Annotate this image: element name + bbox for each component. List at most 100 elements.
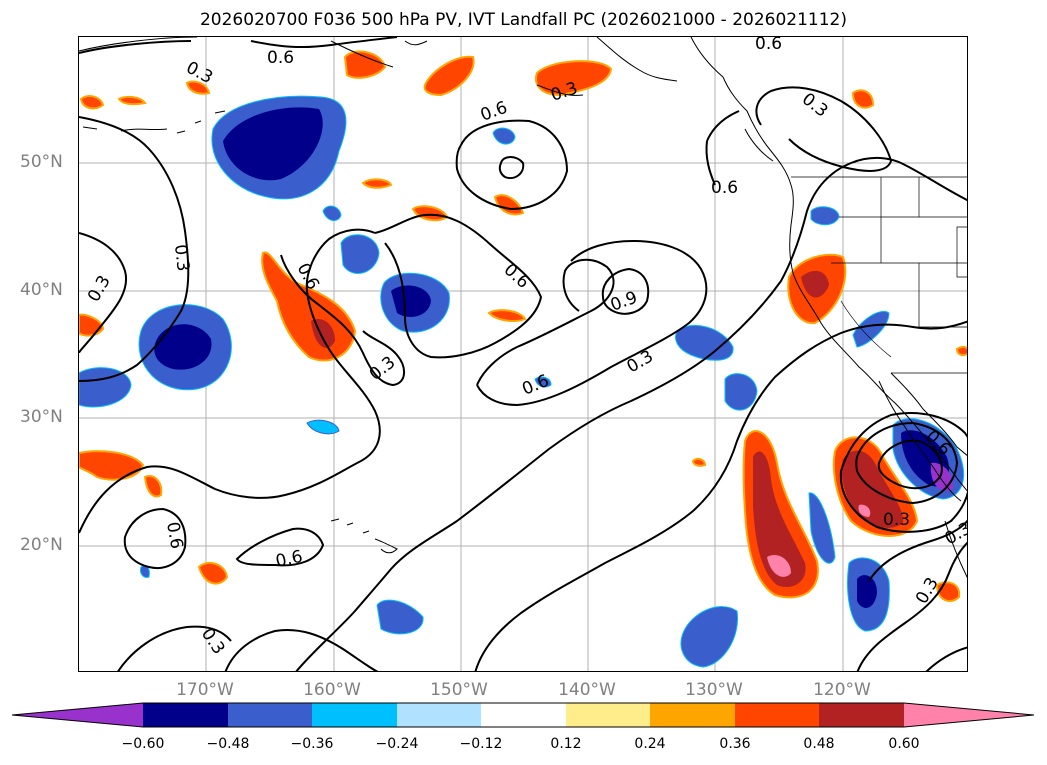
contour-label: 0.6: [519, 371, 552, 400]
contour-label: 0.3: [624, 346, 657, 377]
contour-label: 0.6: [267, 48, 294, 68]
lat-label: 40°N: [20, 280, 63, 300]
pv-positive-region: [487, 309, 527, 322]
contour-line: [79, 228, 381, 534]
alaska-coast: [79, 37, 198, 52]
pv-negative-region: [534, 376, 552, 388]
lon-label: 160°W: [303, 680, 361, 700]
contour-line: [295, 157, 967, 671]
colorbar-tick-label: 0.24: [634, 736, 666, 752]
pv-negative-region: [724, 373, 758, 411]
contour-label: 0.6: [500, 260, 533, 293]
pv-positive-region: [79, 450, 145, 481]
colorbar-segment: [228, 703, 312, 727]
pv-positive-region: [343, 50, 387, 79]
lat-label: 20°N: [20, 535, 63, 555]
pv-positive-region: [79, 95, 105, 110]
contour-line: [235, 527, 325, 567]
colorbar-tick-label: −0.60: [121, 736, 165, 752]
coastlines: [79, 37, 967, 579]
contour-label: 0.6: [162, 520, 186, 550]
baja-california-coast: [878, 380, 962, 502]
pv-positive-region: [79, 313, 105, 337]
contour-line: [476, 239, 708, 407]
contour-line: [79, 232, 128, 354]
contour-line: [224, 629, 379, 671]
pv-positive-core: [801, 270, 829, 298]
colorbar-extend-low: [12, 703, 143, 727]
lon-label: 140°W: [558, 680, 616, 700]
contour-label: 0.3: [883, 510, 910, 530]
pv-negative-core: [223, 107, 323, 181]
pv-positive-region: [535, 60, 613, 97]
hawaiian-islands: [330, 518, 398, 554]
lon-label: 130°W: [685, 680, 743, 700]
map-title: 2026020700 F036 500 hPa PV, IVT Landfall…: [199, 10, 847, 30]
colorbar-tick-label: 0.36: [719, 736, 751, 752]
pv-negative-region: [810, 206, 840, 226]
pv-negative-region: [376, 599, 424, 635]
map-canvas: 0.3 0.6 0.6 0.3 0.6 0.3 0.6 0.3 0.3 0.6 …: [79, 37, 967, 671]
contour-label: 0.3: [912, 574, 943, 607]
contour-line: [925, 646, 967, 671]
contour-label: 0.6: [755, 37, 782, 54]
contour-line: [840, 412, 967, 472]
pv-positive-core: [753, 451, 806, 587]
colorbar-tick-label: −0.48: [206, 736, 250, 752]
colorbar-tick-label: 0.12: [550, 736, 582, 752]
colorbar-tick-label: −0.24: [375, 736, 419, 752]
contour-label: 0.3: [197, 625, 229, 659]
pv-negative-region: [680, 606, 739, 668]
pv-negative-extreme: [930, 462, 954, 491]
pv-positive-region: [493, 194, 525, 216]
contour-line: [855, 421, 959, 505]
pv-positive-region: [143, 475, 163, 498]
colorbar-extend-high: [904, 703, 1034, 727]
pv-negative-region: [808, 492, 836, 564]
vancouver-island: [744, 128, 774, 162]
pv-positive-region: [117, 95, 147, 106]
pv-positive-region: [955, 345, 967, 357]
contour-line: [706, 86, 893, 172]
lon-label: 120°W: [813, 680, 871, 700]
gulf-of-california-coast: [890, 372, 967, 456]
pv-positive-region: [851, 89, 875, 109]
colorbar-segment: [312, 703, 397, 727]
colorbar-segment: [481, 703, 566, 727]
lon-label: 170°W: [176, 680, 234, 700]
pv-negative-region: [675, 324, 734, 361]
colorbar-segment: [650, 703, 735, 727]
contour-label: 0.6: [711, 178, 738, 198]
contour-label: 0.3: [366, 353, 400, 385]
lat-label: 30°N: [20, 407, 63, 427]
colorbar-segment: [819, 703, 904, 727]
contour-line: [868, 519, 967, 582]
colorbar-segment: [735, 703, 819, 727]
contour-label: 0.3: [170, 243, 193, 272]
negative-anomalies: [79, 95, 965, 668]
pv-negative-region: [340, 234, 380, 274]
pv-negative-region: [79, 367, 132, 408]
pv-negative-region: [306, 419, 340, 435]
pv-positive-region: [185, 80, 211, 95]
pv-negative-region: [492, 127, 516, 145]
contour-line: [79, 116, 190, 382]
aleutian-islands: [82, 110, 226, 134]
contour-line: [498, 156, 525, 179]
pv-positive-extreme: [767, 554, 791, 577]
gulf-of-alaska-coast: [330, 37, 678, 96]
pv-positive-region: [423, 55, 475, 97]
lat-label: 50°N: [20, 152, 63, 172]
pv-positive-region: [691, 457, 707, 467]
mexico-coast: [944, 520, 967, 579]
pv-positive-region: [361, 178, 393, 189]
contour-line: [455, 119, 569, 211]
colorbar-tick-label: −0.12: [459, 736, 503, 752]
contour-line: [250, 37, 398, 49]
colorbar-tick-label: 0.60: [888, 736, 920, 752]
pv-negative-core: [391, 285, 431, 317]
contour-line: [705, 140, 716, 186]
contour-line: [474, 320, 967, 671]
contour-line: [374, 213, 543, 359]
pv-positive-region: [197, 561, 229, 585]
